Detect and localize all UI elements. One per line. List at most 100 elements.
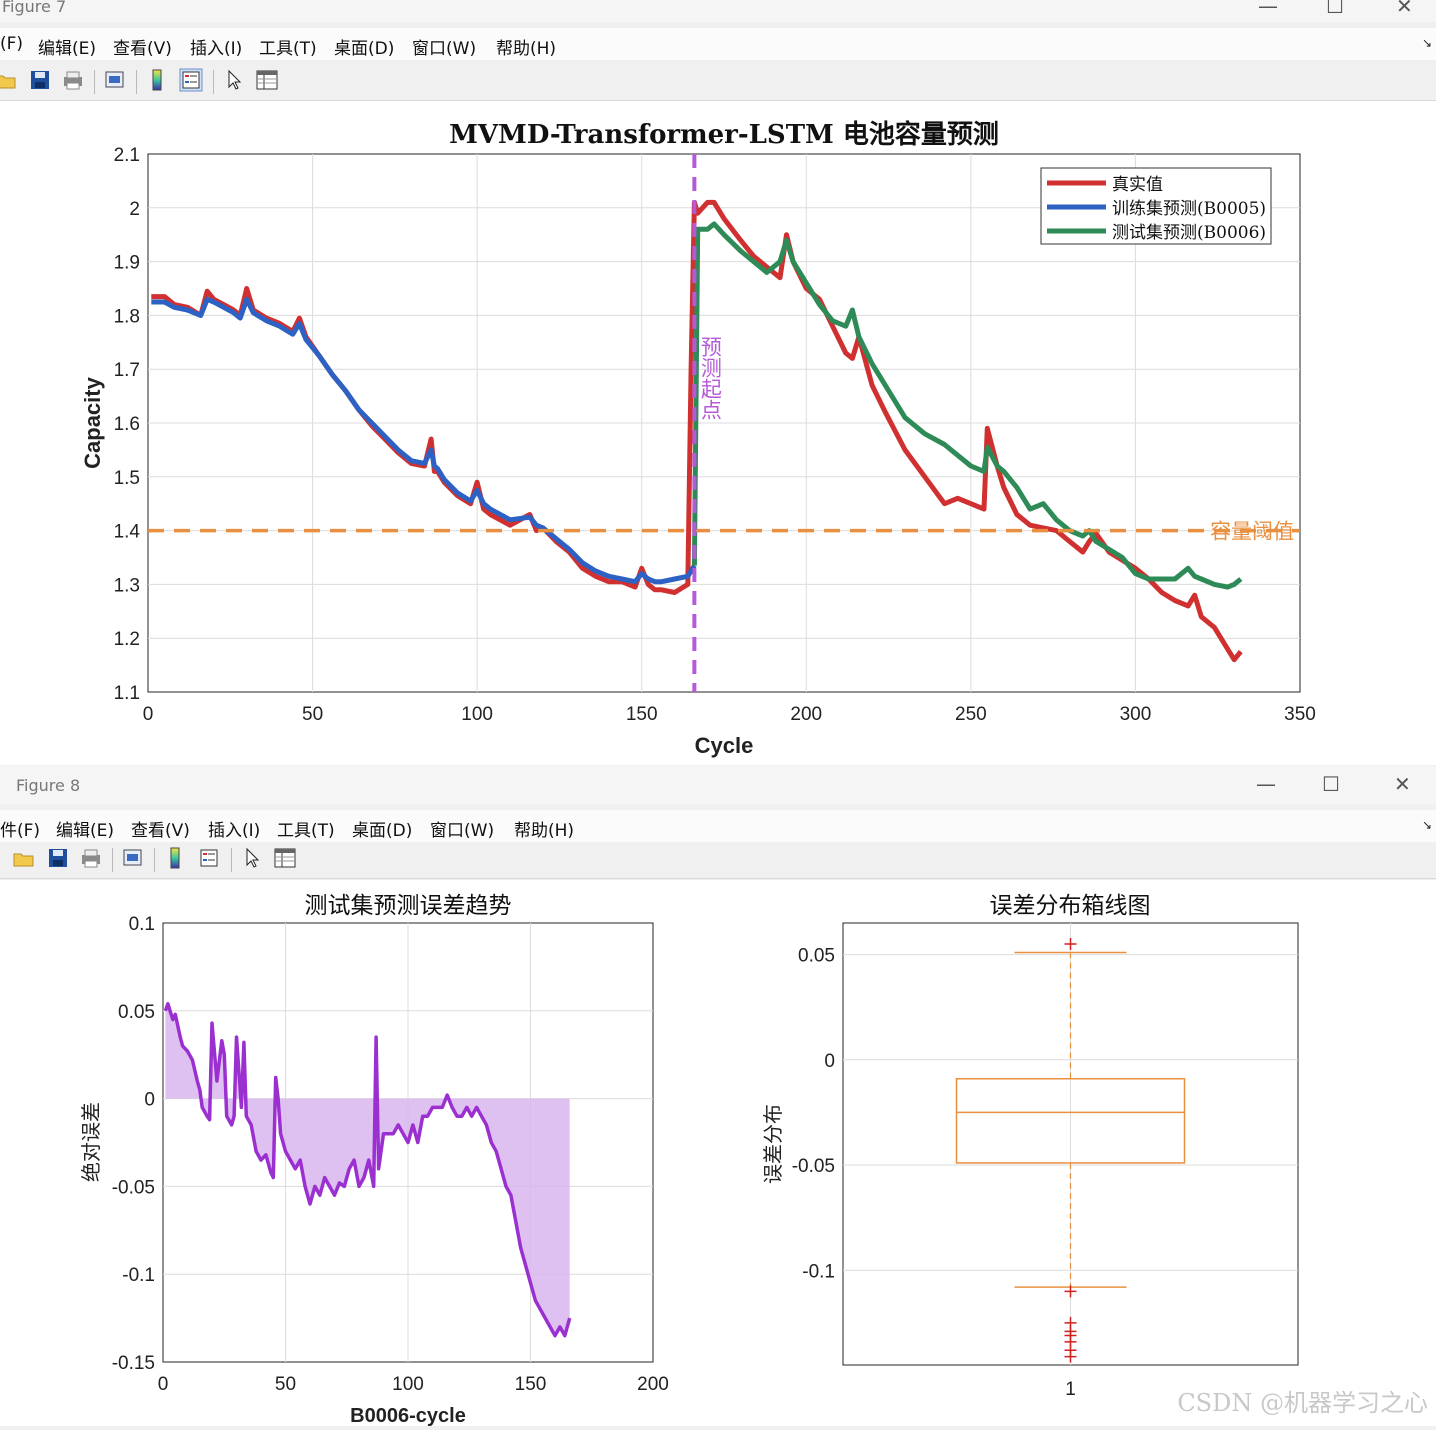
x-tick-label: 50 bbox=[302, 704, 323, 725]
x-axis-label: Cycle bbox=[695, 733, 754, 758]
box-y-axis-label: 误差分布 bbox=[761, 1104, 785, 1184]
menu-tools[interactable]: 工具(T) bbox=[259, 39, 317, 59]
print-icon[interactable] bbox=[61, 68, 85, 92]
x-tick-label: 150 bbox=[626, 704, 658, 725]
print-preview-icon[interactable] bbox=[103, 68, 127, 92]
y-tick-label: 0.05 bbox=[798, 946, 835, 967]
legend-label-true: 真实值 bbox=[1112, 175, 1163, 195]
y-tick-label: 2.1 bbox=[114, 145, 140, 166]
x-tick-label: 300 bbox=[1120, 704, 1152, 725]
y-tick-label: 2 bbox=[129, 199, 140, 220]
maximize-icon[interactable]: ☐ bbox=[1326, 0, 1344, 18]
capacity-prediction-chart: 0 50 100 150 200 250 300 350 1.1 1.2 1.3 1.4 1.5 1.6 1… bbox=[80, 119, 1316, 758]
y-tick-label: 1.5 bbox=[114, 468, 140, 489]
open-folder-icon[interactable] bbox=[0, 68, 18, 92]
x-tick-label: 100 bbox=[392, 1374, 424, 1395]
x-tick-label: 200 bbox=[790, 704, 822, 725]
menu-tools[interactable]: 工具(T) bbox=[277, 821, 335, 841]
x-tick-label: 0 bbox=[158, 1374, 169, 1395]
y-tick-label: 1.2 bbox=[114, 629, 140, 650]
property-inspector-icon[interactable] bbox=[273, 846, 297, 870]
close-icon[interactable]: ✕ bbox=[1394, 772, 1411, 796]
print-preview-icon[interactable] bbox=[121, 846, 145, 870]
x-tick-label: 1 bbox=[1065, 1379, 1076, 1400]
y-tick-label: 1.3 bbox=[114, 575, 140, 596]
menu-insert[interactable]: 插入(I) bbox=[208, 821, 261, 841]
outlier-marker bbox=[1064, 1350, 1077, 1363]
menu-edit[interactable]: 编辑(E) bbox=[56, 821, 115, 841]
print-icon[interactable] bbox=[79, 846, 103, 870]
box-chart-title: 误差分布箱线图 bbox=[990, 893, 1151, 919]
menu-file[interactable]: (F) bbox=[0, 34, 24, 54]
menu-help[interactable]: 帮助(H) bbox=[514, 821, 575, 841]
menu-edit[interactable]: 编辑(E) bbox=[38, 39, 97, 59]
y-tick-label: -0.1 bbox=[122, 1265, 155, 1286]
outlier-marker bbox=[1064, 1285, 1077, 1298]
x-tick-label: 50 bbox=[275, 1374, 296, 1395]
save-icon[interactable] bbox=[28, 68, 52, 92]
legend-label-test: 测试集预测(B0006) bbox=[1112, 223, 1266, 243]
error-y-axis-label: 绝对误差 bbox=[79, 1102, 103, 1182]
menu-view[interactable]: 查看(V) bbox=[113, 39, 172, 59]
y-tick-label: 0 bbox=[824, 1051, 835, 1072]
colorbar-icon[interactable] bbox=[163, 846, 187, 870]
threshold-label: 容量阈值 bbox=[1210, 520, 1294, 544]
y-tick-label: -0.05 bbox=[112, 1177, 155, 1198]
train-prediction-line bbox=[151, 296, 697, 585]
menu-desktop[interactable]: 桌面(D) bbox=[352, 821, 413, 841]
y-tick-label: 0 bbox=[144, 1090, 155, 1111]
y-tick-label: 1.1 bbox=[114, 683, 140, 704]
y-tick-label: 1.4 bbox=[114, 522, 141, 543]
menu-insert[interactable]: 插入(I) bbox=[190, 39, 243, 59]
save-icon[interactable] bbox=[46, 846, 70, 870]
menu-file[interactable]: 件(F) bbox=[0, 821, 41, 841]
legend-label-train: 训练集预测(B0005) bbox=[1112, 199, 1266, 219]
menu-bar: 件(F) 编辑(E) 查看(V) 插入(I) 工具(T) 桌面(D) 窗口(W)… bbox=[0, 810, 1436, 842]
x-tick-label: 100 bbox=[461, 704, 493, 725]
close-icon[interactable]: ✕ bbox=[1396, 0, 1413, 18]
interquartile-box bbox=[955, 1078, 1186, 1164]
x-tick-label: 350 bbox=[1284, 704, 1316, 725]
menu-view[interactable]: 查看(V) bbox=[131, 821, 190, 841]
error-analysis-figure: 0 50 100 150 200 -0.15 -0.1 -0.05 0 0.05 0.1 测试集预测… bbox=[79, 893, 1299, 1427]
property-inspector-icon[interactable] bbox=[255, 68, 279, 92]
y-tick-label: 1.9 bbox=[114, 253, 140, 274]
error-trend-line bbox=[163, 1002, 572, 1338]
chart-title: MVMD-Transformer-LSTM 电池容量预测 bbox=[449, 119, 999, 150]
pointer-icon[interactable] bbox=[223, 68, 247, 92]
legend-icon[interactable] bbox=[197, 846, 221, 870]
menu-desktop[interactable]: 桌面(D) bbox=[334, 39, 395, 59]
colorbar-icon[interactable] bbox=[145, 68, 169, 92]
menu-help[interactable]: 帮助(H) bbox=[496, 39, 557, 59]
menu-window[interactable]: 窗口(W) bbox=[430, 821, 495, 841]
x-tick-label: 250 bbox=[955, 704, 987, 725]
error-x-axis-label: B0006-cycle bbox=[350, 1405, 466, 1426]
toolbar-separator bbox=[154, 848, 155, 872]
toolbar-separator bbox=[136, 70, 137, 94]
y-tick-label: 1.7 bbox=[114, 360, 140, 381]
y-tick-label: -0.05 bbox=[792, 1156, 835, 1177]
window-title: Figure 8 bbox=[16, 776, 81, 795]
pointer-icon[interactable] bbox=[241, 846, 265, 870]
menu-arrow-icon[interactable]: ↘ bbox=[1421, 36, 1432, 50]
open-folder-icon[interactable] bbox=[12, 846, 36, 870]
title-bar: Figure 8 — ☐ ✕ bbox=[0, 766, 1436, 804]
y-tick-label: -0.15 bbox=[112, 1353, 155, 1374]
y-tick-label: -0.1 bbox=[802, 1261, 835, 1282]
y-tick-label: 0.05 bbox=[118, 1002, 155, 1023]
menu-window[interactable]: 窗口(W) bbox=[412, 39, 477, 59]
minimize-icon[interactable]: — bbox=[1258, 0, 1278, 18]
test-prediction-line bbox=[691, 221, 1243, 590]
y-tick-label: 0.1 bbox=[129, 914, 155, 935]
x-tick-label: 0 bbox=[143, 704, 154, 725]
menu-arrow-icon[interactable]: ↘ bbox=[1421, 818, 1432, 832]
toolbar bbox=[0, 842, 1436, 879]
legend[interactable]: 真实值 训练集预测(B0005) 测试集预测(B0006) bbox=[1040, 167, 1272, 245]
maximize-icon[interactable]: ☐ bbox=[1322, 772, 1340, 796]
figure-canvas: 0 50 100 150 200 250 300 350 1.1 1.2 1.3 1.4 1.5 1.6 1… bbox=[0, 101, 1436, 765]
toolbar-separator bbox=[112, 848, 113, 872]
minimize-icon[interactable]: — bbox=[1256, 772, 1276, 796]
outlier-marker bbox=[1064, 938, 1077, 951]
legend-icon[interactable] bbox=[179, 68, 203, 92]
figure-8-window: Figure 8 — ☐ ✕ 件(F) 编辑(E) 查看(V) 插入(I) 工具… bbox=[0, 766, 1436, 1427]
